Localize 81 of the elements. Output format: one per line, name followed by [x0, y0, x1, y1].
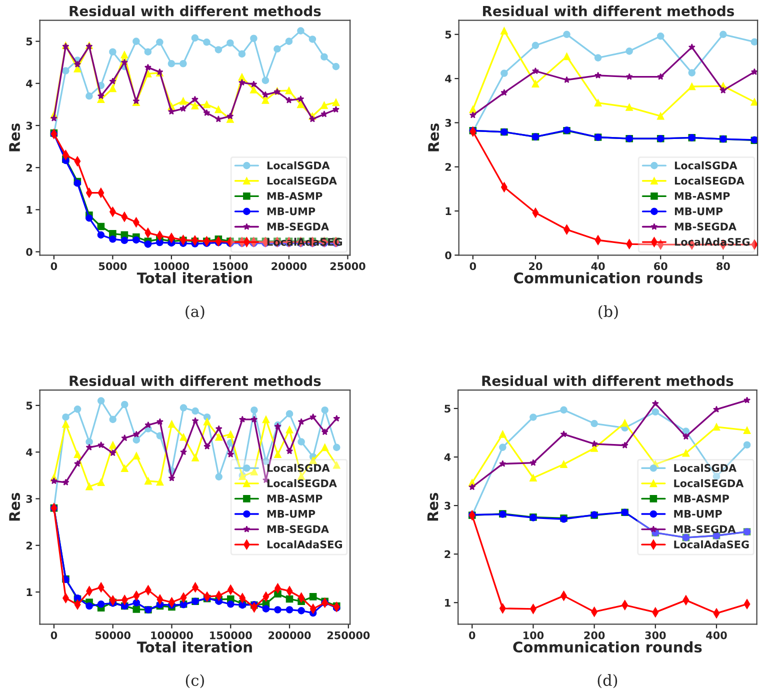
legend-label: LocalSEGDA — [674, 479, 744, 488]
y-tick-label: 1 — [26, 588, 32, 596]
text: (a) — [186, 305, 204, 320]
y-tick-label: 0 — [26, 248, 32, 256]
y-axis-title: Res — [427, 492, 438, 521]
y-axis-title: Res — [9, 123, 20, 152]
x-tick-label: 10000 — [154, 262, 190, 270]
y-tick-label: 2 — [26, 164, 32, 172]
chart-title: Residual with different methods — [70, 6, 321, 16]
legend-label: LocalSEGDA — [267, 479, 337, 488]
x-tick-label: 80 — [716, 262, 730, 270]
x-tick-label: 0 — [470, 262, 476, 270]
legend-label: MB-ASMP — [267, 494, 322, 502]
x-tick-label: 100000 — [151, 631, 193, 640]
legend-label: MB-SEGDA — [267, 222, 329, 231]
x-axis-title: Total iteration — [136, 641, 252, 653]
y-tick-label: 4 — [444, 453, 451, 461]
x-axis-title: Communication rounds — [514, 272, 702, 284]
legend-label: MB-UMP — [267, 208, 316, 216]
text: (b) — [598, 305, 618, 320]
x-tick-label: 20000 — [272, 262, 307, 270]
y-tick-label: 4 — [26, 80, 32, 88]
x-tick-label: 25000 — [330, 262, 366, 270]
y-tick-label: 5 — [26, 38, 32, 46]
legend-label: MB-SEGDA — [674, 525, 736, 534]
y-tick-label: 3 — [444, 502, 450, 510]
y-tick-label: 3 — [26, 494, 32, 503]
y-tick-label: 1 — [446, 207, 452, 215]
y-tick-label: 2 — [445, 163, 451, 171]
x-tick-label: 250000 — [327, 631, 370, 640]
legend-label: MB-SEGDA — [267, 525, 329, 534]
x-tick-label: 400 — [706, 631, 727, 640]
text: (c) — [186, 674, 204, 688]
legend-label: LocalAdaSEG — [267, 540, 342, 548]
legend-label: MB-ASMP — [674, 494, 729, 502]
y-tick-label: 2 — [26, 542, 32, 550]
chart-title: Residual with different methods — [483, 6, 734, 16]
x-tick-label: 50000 — [96, 631, 130, 640]
legend-label: LocalAdaSEG — [674, 540, 749, 548]
text: (d) — [598, 674, 618, 688]
legend-label: MB-UMP — [674, 510, 722, 518]
x-axis-title: Total iteration — [136, 272, 252, 284]
chart-title: Residual with different methods — [482, 375, 734, 386]
x-tick-label: 150000 — [210, 631, 252, 640]
x-tick-label: 5000 — [99, 262, 127, 270]
x-tick-label: 15000 — [213, 262, 248, 270]
y-axis-title: Res — [428, 123, 440, 152]
y-tick-label: 4 — [26, 448, 32, 456]
y-tick-label: 1 — [26, 206, 32, 214]
legend-label: MB-ASMP — [674, 192, 730, 200]
x-tick-label: 20 — [529, 262, 542, 270]
legend-label: LocalSGDA — [674, 161, 738, 170]
y-tick-label: 5 — [26, 402, 32, 410]
y-tick-label: 0 — [445, 251, 452, 260]
y-tick-label: 4 — [445, 74, 452, 83]
legend-label: LocalSGDA — [267, 161, 330, 170]
x-tick-label: 300 — [645, 631, 666, 640]
legend-label: LocalSEGDA — [674, 176, 744, 185]
x-tick-label: 0 — [50, 262, 58, 270]
y-tick-label: 3 — [26, 122, 32, 130]
y-tick-label: 1 — [445, 598, 450, 607]
y-tick-label: 3 — [445, 118, 452, 127]
legend-label: MB-UMP — [267, 510, 316, 518]
legend-label: MB-UMP — [674, 208, 723, 216]
y-tick-label: 2 — [444, 550, 450, 558]
x-tick-label: 0 — [468, 631, 476, 640]
x-tick-label: 40 — [591, 262, 605, 270]
y-tick-label: 5 — [444, 404, 450, 413]
x-tick-label: 0 — [50, 631, 58, 640]
legend-label: MB-ASMP — [267, 192, 322, 200]
y-axis-title: Res — [9, 492, 20, 521]
chart-title: Residual with different methods — [70, 375, 321, 386]
legend-label: LocalSGDA — [674, 464, 737, 472]
x-tick-label: 200 — [584, 631, 605, 640]
legend-label: LocalSEGDA — [267, 176, 337, 185]
legend-label: MB-SEGDA — [674, 222, 736, 231]
x-tick-label: 60 — [654, 262, 668, 270]
x-tick-label: 100 — [524, 631, 544, 640]
x-tick-label: 200000 — [268, 631, 311, 640]
y-tick-label: 5 — [445, 30, 452, 39]
x-axis-title: Communication rounds — [513, 641, 702, 653]
